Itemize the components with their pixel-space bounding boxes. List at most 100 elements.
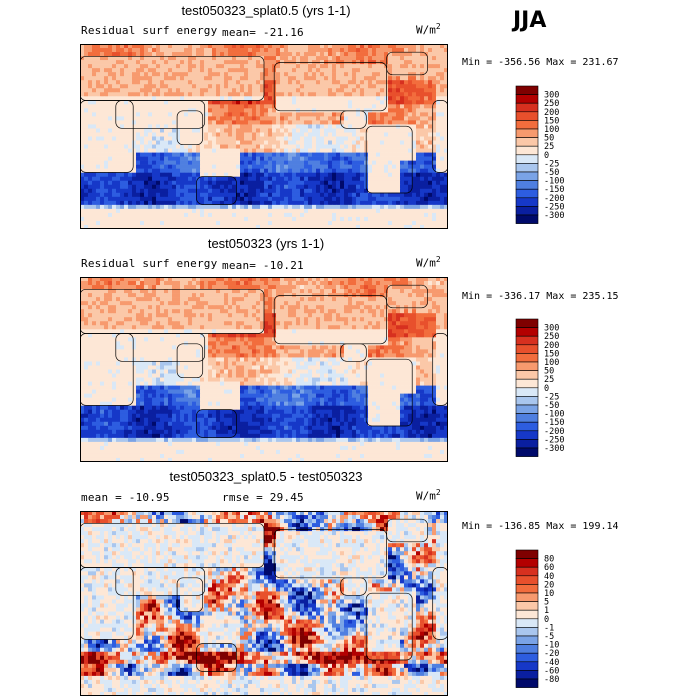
colorbar-tick-label: 150 xyxy=(544,349,559,359)
colorbar-box xyxy=(515,609,539,620)
colorbar-tick-label: 0 xyxy=(544,615,549,625)
colorbar-box xyxy=(515,111,539,121)
colorbar-box xyxy=(515,353,539,363)
panel-1-units: W/m2 xyxy=(416,22,441,37)
colorbar-tick-label: 0 xyxy=(544,151,549,161)
colorbar-tick-label: -300 xyxy=(544,444,564,454)
colorbar-box xyxy=(515,327,539,337)
colorbar-box xyxy=(515,447,539,457)
panel-1-units-base: W/m xyxy=(416,23,436,37)
colorbar-tick-label: -5 xyxy=(544,632,554,642)
colorbar-box xyxy=(515,421,539,432)
colorbar-tick-label: 5 xyxy=(544,598,549,608)
colorbar-tick-label: 100 xyxy=(544,358,559,368)
colorbar-tick-label: -250 xyxy=(544,202,564,212)
colorbar-tick-label: -150 xyxy=(544,418,564,428)
colorbar-box xyxy=(515,318,539,328)
colorbar-box xyxy=(515,188,539,199)
colorbar-box xyxy=(515,120,539,130)
colorbar-tick-label: -25 xyxy=(544,159,559,169)
colorbar-tick-label: 50 xyxy=(544,367,554,377)
panel-1-colorbar: 30025020015010050250-25-50-100-150-200-2… xyxy=(515,85,564,224)
colorbar-box xyxy=(515,163,539,173)
colorbar-tick-label: -150 xyxy=(544,185,564,195)
colorbar-box xyxy=(515,206,539,216)
colorbar-tick-label: 200 xyxy=(544,108,559,118)
colorbar-tick-label: -300 xyxy=(544,211,564,221)
colorbar-box xyxy=(515,361,539,371)
panel-3-units: W/m2 xyxy=(416,488,441,503)
panel-3-left-label: mean = -10.95 xyxy=(81,491,170,504)
panel-1-units-sup: 2 xyxy=(435,22,441,31)
panel-2-units: W/m2 xyxy=(416,255,441,270)
colorbar-tick-label: 200 xyxy=(544,341,559,351)
colorbar-box xyxy=(515,214,539,224)
colorbar-box xyxy=(515,635,539,645)
panel-3-minmax: Min = -136.85 Max = 199.14 xyxy=(462,521,619,532)
colorbar-tick-label: 50 xyxy=(544,134,554,144)
colorbar-tick-label: -60 xyxy=(544,666,559,676)
colorbar-tick-label: -50 xyxy=(544,168,559,178)
colorbar-tick-label: -80 xyxy=(544,675,559,685)
colorbar-box xyxy=(515,549,539,559)
colorbar-box xyxy=(515,85,539,95)
colorbar-box xyxy=(515,413,539,423)
panel-1-title: test050323_splat0.5 (yrs 1-1) xyxy=(181,3,351,18)
season-label: JJA xyxy=(513,8,547,33)
colorbar-box xyxy=(515,128,539,138)
colorbar-box xyxy=(515,197,539,207)
colorbar-tick-label: 300 xyxy=(544,91,559,101)
colorbar-tick-label: 20 xyxy=(544,580,554,590)
colorbar-box xyxy=(515,154,539,164)
colorbar-box xyxy=(515,145,539,156)
colorbar-box xyxy=(515,592,539,602)
colorbar-box xyxy=(515,180,539,190)
colorbar-tick-label: -40 xyxy=(544,658,559,668)
colorbar-tick-label: 300 xyxy=(544,324,559,334)
panel-3-units-sup: 2 xyxy=(435,488,441,497)
panel-2-colorbar: 30025020015010050250-25-50-100-150-200-2… xyxy=(515,318,564,457)
colorbar-box xyxy=(515,171,539,181)
colorbar-tick-label: 10 xyxy=(544,589,554,599)
colorbar-tick-label: 25 xyxy=(544,142,554,152)
colorbar-tick-label: 100 xyxy=(544,125,559,135)
colorbar-tick-label: 1 xyxy=(544,606,549,616)
colorbar-box xyxy=(515,627,539,637)
colorbar-box xyxy=(515,618,539,628)
colorbar-box xyxy=(515,644,539,654)
panel-1-left-label: Residual surf energy xyxy=(81,24,218,37)
colorbar-box xyxy=(515,370,539,380)
colorbar-tick-label: -20 xyxy=(544,649,559,659)
panel-3-units-base: W/m xyxy=(416,489,436,503)
colorbar-box xyxy=(515,601,539,611)
colorbar-box xyxy=(515,335,539,346)
colorbar-box xyxy=(515,102,539,113)
panel-2-title: test050323 (yrs 1-1) xyxy=(207,236,325,251)
colorbar-tick-label: -10 xyxy=(544,641,559,651)
panel-2-units-base: W/m xyxy=(416,256,436,270)
colorbar-tick-label: -50 xyxy=(544,401,559,411)
panel-1-minmax: Min = -356.56 Max = 231.67 xyxy=(462,57,619,68)
colorbar-box xyxy=(515,678,539,688)
colorbar-box xyxy=(515,439,539,449)
colorbar-box xyxy=(515,575,539,585)
colorbar-box xyxy=(515,137,539,147)
panel-3-stat-label: rmse = 29.45 xyxy=(222,491,304,504)
colorbar-tick-label: -25 xyxy=(544,392,559,402)
panel-2-map xyxy=(80,277,448,462)
panel-2-stat-label: mean= -10.21 xyxy=(222,259,304,272)
colorbar-box xyxy=(515,387,539,397)
colorbar-box xyxy=(515,652,539,663)
colorbar-box xyxy=(515,558,539,568)
panel-2-units-sup: 2 xyxy=(435,255,441,264)
panel-1-stat-label: mean= -21.16 xyxy=(222,26,304,39)
colorbar-tick-label: 80 xyxy=(544,555,554,565)
colorbar-box xyxy=(515,404,539,414)
panel-2-minmax: Min = -336.17 Max = 235.15 xyxy=(462,291,619,302)
colorbar-tick-label: -200 xyxy=(544,427,564,437)
colorbar-tick-label: -100 xyxy=(544,410,564,420)
colorbar-tick-label: -1 xyxy=(544,623,554,633)
colorbar-tick-label: -250 xyxy=(544,435,564,445)
colorbar-box xyxy=(515,94,539,104)
